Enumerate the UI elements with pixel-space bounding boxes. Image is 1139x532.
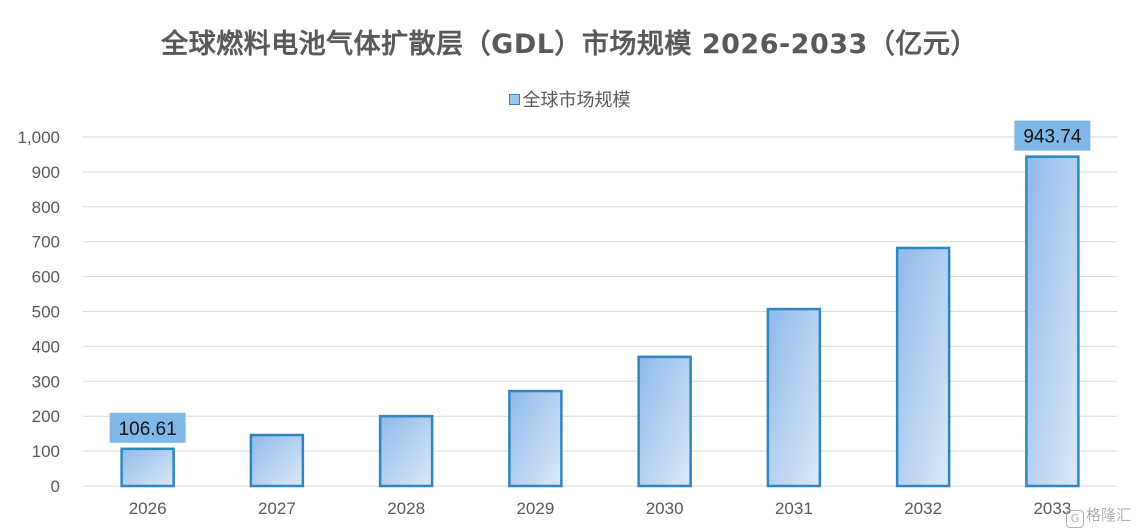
bar-2032 bbox=[895, 246, 951, 488]
y-tick-label: 600 bbox=[32, 268, 60, 287]
bar-2027 bbox=[249, 433, 305, 488]
bar-2028 bbox=[378, 414, 434, 488]
watermark-text: 格隆汇 bbox=[1085, 506, 1131, 524]
x-axis-ticks: 2026 2027 2028 2029 2030 2031 2032 2033 bbox=[129, 499, 1072, 518]
y-tick-label: 700 bbox=[32, 233, 60, 252]
y-tick-label: 0 bbox=[51, 477, 60, 496]
legend: 全球市场规模 bbox=[0, 86, 1139, 112]
data-label: 106.61 bbox=[119, 419, 177, 440]
y-tick-label: 900 bbox=[32, 163, 60, 182]
x-tick-label: 2028 bbox=[387, 499, 425, 518]
y-tick-label: 1,000 bbox=[17, 128, 60, 147]
y-tick-label: 800 bbox=[32, 198, 60, 217]
x-tick-label: 2033 bbox=[1033, 499, 1071, 518]
x-tick-label: 2031 bbox=[775, 499, 813, 518]
bar-2030 bbox=[637, 355, 692, 488]
y-tick-label: 100 bbox=[32, 442, 60, 461]
y-tick-label: 300 bbox=[32, 372, 60, 391]
y-tick-label: 200 bbox=[32, 407, 60, 426]
data-label-box bbox=[109, 412, 186, 443]
bars bbox=[120, 155, 1080, 488]
legend-label: 全球市场规模 bbox=[522, 90, 631, 111]
bar-2029 bbox=[508, 389, 563, 488]
y-axis-ticks: 0 100 200 300 400 500 600 700 800 900 1,000 bbox=[17, 128, 60, 496]
chart-title: 全球燃料电池气体扩散层（GDL）市场规模 2026-2033（亿元） bbox=[161, 29, 978, 60]
watermark: G 格隆汇 bbox=[1065, 504, 1131, 528]
x-tick-label: 2026 bbox=[129, 499, 167, 518]
x-tick-label: 2032 bbox=[904, 499, 942, 518]
y-tick-label: 500 bbox=[32, 303, 60, 322]
data-labels: 106.61 943.74 bbox=[109, 120, 1091, 443]
data-label: 943.74 bbox=[1023, 127, 1082, 148]
bar-2033 bbox=[1025, 155, 1080, 488]
x-tick-label: 2027 bbox=[258, 499, 296, 518]
gridlines bbox=[83, 136, 1117, 487]
watermark-logo-icon: G bbox=[1065, 510, 1084, 528]
legend-swatch bbox=[508, 94, 520, 105]
bar-2031 bbox=[766, 307, 822, 488]
x-tick-label: 2030 bbox=[646, 499, 684, 518]
bar-2026 bbox=[120, 447, 175, 488]
y-tick-label: 400 bbox=[32, 337, 60, 356]
x-tick-label: 2029 bbox=[516, 499, 554, 518]
data-label-box bbox=[1014, 120, 1091, 151]
